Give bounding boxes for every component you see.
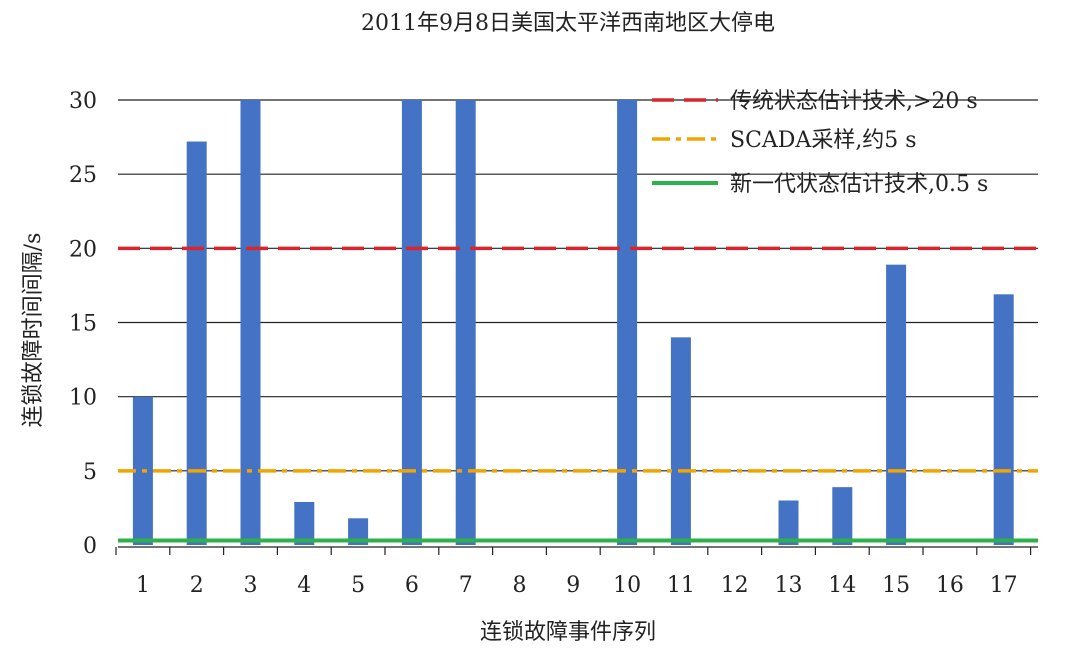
x-tick-label: 15 — [882, 573, 910, 598]
x-tick-label: 1 — [136, 573, 150, 598]
x-tick-label: 13 — [775, 573, 803, 598]
x-tick-label: 6 — [405, 573, 419, 598]
legend-label-1: SCADA采样,约5 s — [730, 128, 917, 153]
x-tick-label: 2 — [190, 573, 204, 598]
y-tick-label: 15 — [69, 312, 97, 337]
x-tick-label: 16 — [936, 573, 964, 598]
bars — [132, 100, 1014, 546]
y-axis-title: 连锁故障时间间隔/s — [21, 233, 46, 428]
y-tick-label: 25 — [69, 163, 97, 188]
bar-11 — [670, 337, 691, 545]
grid-lines — [118, 99, 1038, 472]
legend-label-0: 传统状态估计技术,>20 s — [730, 89, 978, 114]
x-tick-label: 9 — [566, 573, 580, 598]
x-tick-label: 11 — [667, 573, 695, 598]
x-tick-label: 17 — [990, 573, 1018, 598]
x-tick-label: 3 — [244, 573, 258, 598]
chart-title: 2011年9月8日美国太平洋西南地区大停电 — [361, 11, 775, 36]
y-tick-label: 5 — [83, 460, 97, 485]
x-tick-labels: 1 2 3 4 5 6 7 8 9 10 11 12 13 14 15 16 17 — [136, 573, 1018, 598]
reference-lines — [118, 246, 1038, 543]
x-tick-label: 12 — [721, 573, 749, 598]
y-tick-label: 10 — [69, 386, 97, 411]
bar-15 — [886, 264, 907, 545]
bar-3 — [240, 100, 261, 545]
x-tick-label: 10 — [613, 573, 641, 598]
bar-10 — [617, 100, 638, 545]
y-tick-label: 20 — [69, 237, 97, 262]
legend: 传统状态估计技术,>20 s SCADA采样,约5 s 新一代状态估计技术,0.5 … — [652, 89, 988, 197]
x-tick-label: 5 — [351, 573, 365, 598]
bar-5 — [348, 518, 369, 545]
bar-4 — [294, 501, 315, 545]
x-tick-label: 14 — [828, 573, 856, 598]
bar-6 — [401, 100, 422, 545]
legend-label-2: 新一代状态估计技术,0.5 s — [730, 172, 988, 197]
bar-13 — [778, 500, 799, 545]
bar-14 — [832, 487, 853, 545]
y-tick-labels: 0 5 10 15 20 25 30 — [69, 89, 97, 559]
x-tick-label: 4 — [297, 573, 311, 598]
x-tick-label: 7 — [459, 573, 473, 598]
bar-7 — [455, 100, 476, 545]
y-tick-label: 30 — [69, 89, 97, 114]
x-axis-title: 连锁故障事件序列 — [480, 620, 656, 645]
axes — [115, 546, 1038, 555]
bar-2 — [186, 141, 207, 546]
y-tick-label: 0 — [83, 534, 97, 559]
bar-17 — [993, 294, 1014, 545]
x-tick-label: 8 — [513, 573, 527, 598]
